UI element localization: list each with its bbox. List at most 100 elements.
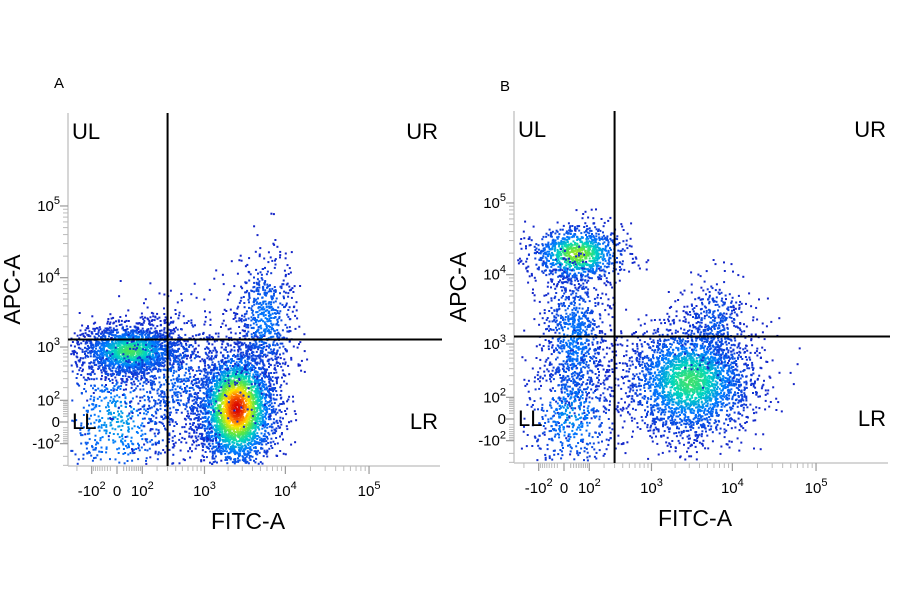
event-dot: [255, 413, 258, 416]
event-dot: [241, 446, 244, 449]
event-dot: [248, 416, 251, 419]
event-dot: [235, 395, 238, 398]
event-dot: [216, 388, 219, 391]
event-dot: [248, 433, 251, 436]
event-dot: [283, 380, 286, 383]
event-dot: [231, 447, 234, 450]
event-dot: [133, 356, 136, 359]
event-dot: [208, 357, 211, 360]
event-dot: [205, 445, 208, 448]
event-dot: [268, 407, 271, 410]
event-dot: [228, 388, 230, 391]
event-dot: [162, 352, 165, 355]
event-dot: [91, 315, 94, 318]
event-dot: [124, 332, 127, 335]
event-dot: [243, 371, 246, 374]
event-dot: [240, 373, 243, 376]
event-dot: [268, 376, 271, 379]
event-dot: [272, 421, 275, 424]
event-dot: [168, 352, 171, 355]
event-dot: [214, 385, 217, 388]
event-dot: [248, 383, 251, 386]
event-dot: [240, 432, 243, 435]
event-dot: [265, 386, 268, 389]
event-dot: [220, 396, 223, 399]
event-dot: [92, 369, 95, 372]
event-dot: [135, 341, 138, 344]
event-dot: [224, 390, 227, 392]
event-dot: [121, 327, 124, 330]
event-dot: [229, 447, 232, 449]
event-dot: [135, 364, 138, 367]
event-dot: [195, 417, 198, 419]
event-dot: [203, 403, 206, 406]
event-dot: [233, 397, 236, 400]
event-dot: [252, 395, 255, 398]
event-dot: [235, 368, 238, 371]
event-dot: [78, 343, 80, 346]
event-dot: [225, 382, 227, 385]
event-dot: [222, 409, 225, 412]
event-dot: [121, 370, 124, 373]
event-dot: [254, 346, 256, 349]
event-dot: [170, 336, 173, 339]
event-dot: [212, 378, 215, 381]
event-dot: [119, 358, 122, 361]
event-dot: [149, 366, 152, 369]
event-dot: [240, 436, 243, 439]
event-dot: [261, 447, 264, 450]
event-dot: [250, 359, 253, 362]
event-dot: [202, 446, 205, 448]
event-dot: [214, 375, 217, 378]
event-dot: [245, 445, 247, 448]
event-dot: [203, 405, 206, 408]
event-dot: [110, 346, 113, 349]
event-dot: [242, 371, 245, 374]
event-dot: [219, 451, 222, 454]
event-dot: [223, 370, 226, 373]
event-dot: [260, 411, 263, 414]
event-dot: [181, 360, 184, 363]
event-dot: [243, 453, 246, 456]
event-dot: [145, 347, 148, 350]
event-dot: [84, 342, 87, 345]
event-dot: [227, 396, 230, 399]
x-tick-label: 104: [274, 480, 297, 500]
event-dot: [224, 324, 227, 327]
event-dot: [161, 354, 164, 357]
event-dot: [154, 333, 157, 336]
event-dot: [161, 391, 164, 394]
event-dot: [225, 426, 228, 429]
event-dot: [228, 392, 231, 395]
event-dot: [115, 379, 118, 382]
event-dot: [234, 415, 237, 418]
event-dot: [147, 372, 150, 374]
event-dot: [236, 414, 239, 417]
event-dot: [196, 407, 199, 410]
event-dot: [112, 331, 115, 334]
event-dot: [156, 345, 159, 348]
event-dot: [273, 372, 276, 374]
event-dot: [201, 454, 204, 457]
event-dot: [201, 420, 204, 423]
event-dot: [240, 442, 243, 445]
event-dot: [242, 416, 245, 418]
event-dot: [137, 354, 140, 357]
event-dot: [230, 375, 233, 377]
event-dot: [238, 414, 240, 417]
event-dot: [241, 398, 244, 401]
event-dot: [102, 369, 105, 372]
event-dot: [220, 392, 223, 395]
event-dot: [202, 442, 205, 445]
event-dot: [270, 444, 273, 447]
event-dot: [240, 402, 243, 405]
event-dot: [225, 335, 228, 338]
event-dot: [207, 430, 210, 433]
event-dot: [219, 374, 222, 377]
event-dot: [125, 332, 128, 335]
event-dot: [175, 326, 177, 329]
event-dot: [244, 397, 247, 400]
event-dot: [173, 330, 176, 333]
event-dot: [113, 360, 116, 363]
event-dot: [285, 413, 288, 416]
